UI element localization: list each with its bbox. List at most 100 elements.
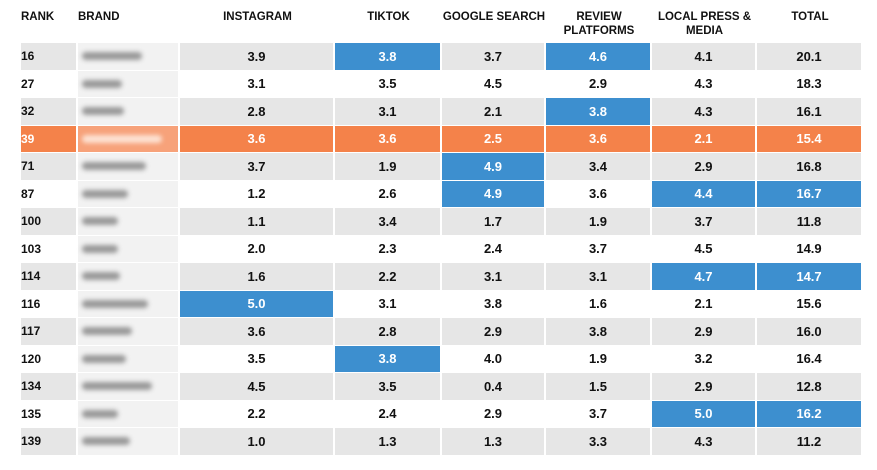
table-row: 135 2.2 2.4 2.9 3.7 5.0 16.2 — [21, 400, 863, 428]
cell-brand — [78, 43, 180, 71]
cell-total: 16.2 — [757, 400, 863, 428]
cell-brand — [78, 153, 180, 181]
cell-brand — [78, 70, 180, 98]
cell-google: 1.3 — [442, 428, 546, 456]
table-row: 87 1.2 2.6 4.9 3.6 4.4 16.7 — [21, 180, 863, 208]
table-row: 116 5.0 3.1 3.8 1.6 2.1 15.6 — [21, 290, 863, 318]
cell-local: 4.4 — [652, 180, 757, 208]
cell-local: 2.9 — [652, 153, 757, 181]
blurred-brand-name — [82, 382, 152, 391]
cell-brand — [78, 290, 180, 318]
table-row: 100 1.1 3.4 1.7 1.9 3.7 11.8 — [21, 208, 863, 236]
cell-total: 16.7 — [757, 180, 863, 208]
header-rank: RANK — [21, 11, 55, 23]
cell-local: 3.2 — [652, 345, 757, 373]
cell-review: 3.6 — [546, 180, 652, 208]
cell-google: 0.4 — [442, 373, 546, 401]
cell-tiktok: 1.9 — [335, 153, 442, 181]
cell-rank: 117 — [21, 318, 78, 346]
cell-brand — [78, 98, 180, 126]
cell-rank: 134 — [21, 373, 78, 401]
blurred-brand-name — [82, 272, 120, 281]
cell-tiktok: 3.6 — [335, 125, 442, 153]
cell-instagram: 1.1 — [180, 208, 335, 236]
table-row: 71 3.7 1.9 4.9 3.4 2.9 16.8 — [21, 153, 863, 181]
cell-rank: 120 — [21, 345, 78, 373]
table-row: 134 4.5 3.5 0.4 1.5 2.9 12.8 — [21, 373, 863, 401]
cell-brand — [78, 318, 180, 346]
cell-brand — [78, 428, 180, 456]
table-row: 103 2.0 2.3 2.4 3.7 4.5 14.9 — [21, 235, 863, 263]
cell-total: 15.4 — [757, 125, 863, 153]
cell-total: 16.8 — [757, 153, 863, 181]
cell-rank: 100 — [21, 208, 78, 236]
cell-local: 4.3 — [652, 70, 757, 98]
header-review-platforms: REVIEW PLATFORMS — [563, 11, 635, 37]
blurred-brand-name — [82, 437, 130, 446]
blurred-brand-name — [82, 217, 118, 226]
cell-total: 18.3 — [757, 70, 863, 98]
cell-local: 2.1 — [652, 290, 757, 318]
cell-review: 1.6 — [546, 290, 652, 318]
table-row: 27 3.1 3.5 4.5 2.9 4.3 18.3 — [21, 70, 863, 98]
cell-tiktok: 2.3 — [335, 235, 442, 263]
header-total: TOTAL — [791, 11, 829, 23]
cell-total: 16.0 — [757, 318, 863, 346]
cell-instagram: 2.8 — [180, 98, 335, 126]
cell-google: 2.1 — [442, 98, 546, 126]
cell-rank: 114 — [21, 263, 78, 291]
cell-google: 4.9 — [442, 180, 546, 208]
cell-instagram: 2.0 — [180, 235, 335, 263]
cell-brand — [78, 208, 180, 236]
cell-rank: 16 — [21, 43, 78, 71]
blurred-brand-name — [82, 189, 128, 198]
cell-rank: 39 — [21, 125, 78, 153]
cell-instagram: 3.5 — [180, 345, 335, 373]
cell-total: 14.7 — [757, 263, 863, 291]
cell-google: 4.9 — [442, 153, 546, 181]
cell-total: 16.1 — [757, 98, 863, 126]
cell-total: 14.9 — [757, 235, 863, 263]
cell-brand — [78, 180, 180, 208]
header-google-search: GOOGLE SEARCH — [442, 11, 546, 23]
header-instagram: INSTAGRAM — [223, 11, 292, 23]
blurred-brand-name — [82, 354, 126, 363]
cell-google: 4.5 — [442, 70, 546, 98]
cell-brand — [78, 125, 180, 153]
cell-review: 3.7 — [546, 400, 652, 428]
cell-local: 4.5 — [652, 235, 757, 263]
cell-tiktok: 3.1 — [335, 290, 442, 318]
cell-instagram: 4.5 — [180, 373, 335, 401]
cell-rank: 139 — [21, 428, 78, 456]
cell-brand — [78, 263, 180, 291]
cell-total: 20.1 — [757, 43, 863, 71]
table-row: 139 1.0 1.3 1.3 3.3 4.3 11.2 — [21, 428, 863, 456]
cell-local: 2.1 — [652, 125, 757, 153]
cell-instagram: 2.2 — [180, 400, 335, 428]
blurred-brand-name — [82, 52, 142, 61]
cell-google: 2.5 — [442, 125, 546, 153]
table-row: 16 3.9 3.8 3.7 4.6 4.1 20.1 — [21, 43, 863, 71]
blurred-brand-name — [82, 107, 124, 116]
cell-review: 3.8 — [546, 98, 652, 126]
blurred-brand-name — [82, 162, 146, 171]
header-tiktok: TIKTOK — [367, 11, 410, 23]
cell-local: 5.0 — [652, 400, 757, 428]
cell-local: 4.3 — [652, 428, 757, 456]
cell-tiktok: 2.8 — [335, 318, 442, 346]
cell-instagram: 3.7 — [180, 153, 335, 181]
cell-instagram: 3.9 — [180, 43, 335, 71]
cell-tiktok: 3.8 — [335, 345, 442, 373]
table-body: 16 3.9 3.8 3.7 4.6 4.1 20.1 27 3.1 3.5 4.5 2.9 4.3 18… — [21, 43, 863, 456]
blurred-brand-name — [82, 327, 132, 336]
table-row: 120 3.5 3.8 4.0 1.9 3.2 16.4 — [21, 345, 863, 373]
cell-instagram: 1.0 — [180, 428, 335, 456]
cell-tiktok: 2.6 — [335, 180, 442, 208]
table-row: 114 1.6 2.2 3.1 3.1 4.7 14.7 — [21, 263, 863, 291]
cell-tiktok: 3.5 — [335, 70, 442, 98]
cell-google: 3.8 — [442, 290, 546, 318]
table-row: 117 3.6 2.8 2.9 3.8 2.9 16.0 — [21, 318, 863, 346]
header-brand: BRAND — [78, 11, 120, 23]
table-row: 39 3.6 3.6 2.5 3.6 2.1 15.4 — [21, 125, 863, 153]
cell-brand — [78, 235, 180, 263]
